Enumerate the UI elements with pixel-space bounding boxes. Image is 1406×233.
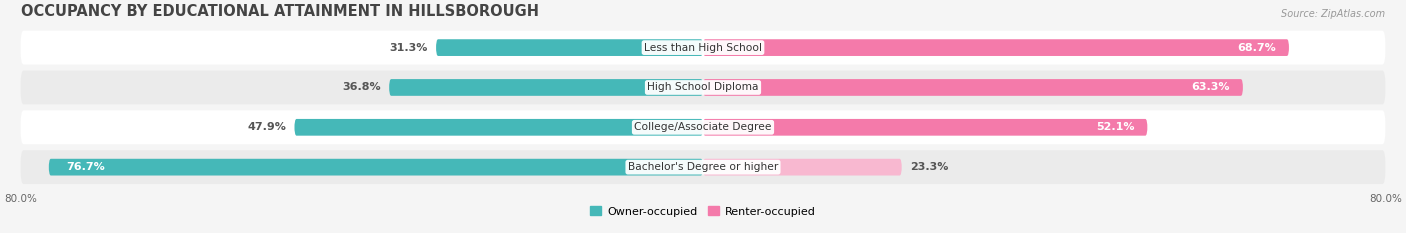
Text: 36.8%: 36.8% — [342, 82, 381, 93]
FancyBboxPatch shape — [389, 79, 703, 96]
FancyBboxPatch shape — [703, 119, 1147, 136]
Text: Less than High School: Less than High School — [644, 43, 762, 53]
Text: OCCUPANCY BY EDUCATIONAL ATTAINMENT IN HILLSBOROUGH: OCCUPANCY BY EDUCATIONAL ATTAINMENT IN H… — [21, 4, 538, 19]
Text: 52.1%: 52.1% — [1097, 122, 1135, 132]
FancyBboxPatch shape — [49, 159, 703, 175]
Text: 63.3%: 63.3% — [1192, 82, 1230, 93]
Text: Bachelor's Degree or higher: Bachelor's Degree or higher — [628, 162, 778, 172]
FancyBboxPatch shape — [21, 110, 1385, 144]
Text: 23.3%: 23.3% — [910, 162, 949, 172]
Text: High School Diploma: High School Diploma — [647, 82, 759, 93]
FancyBboxPatch shape — [703, 39, 1289, 56]
Legend: Owner-occupied, Renter-occupied: Owner-occupied, Renter-occupied — [586, 202, 820, 221]
Text: 31.3%: 31.3% — [389, 43, 427, 53]
FancyBboxPatch shape — [703, 79, 1243, 96]
Text: 76.7%: 76.7% — [66, 162, 104, 172]
Text: Source: ZipAtlas.com: Source: ZipAtlas.com — [1281, 9, 1385, 19]
FancyBboxPatch shape — [21, 31, 1385, 65]
FancyBboxPatch shape — [436, 39, 703, 56]
FancyBboxPatch shape — [21, 150, 1385, 184]
Text: College/Associate Degree: College/Associate Degree — [634, 122, 772, 132]
FancyBboxPatch shape — [294, 119, 703, 136]
FancyBboxPatch shape — [21, 71, 1385, 104]
Text: 47.9%: 47.9% — [247, 122, 285, 132]
FancyBboxPatch shape — [703, 159, 901, 175]
Text: 68.7%: 68.7% — [1237, 43, 1277, 53]
